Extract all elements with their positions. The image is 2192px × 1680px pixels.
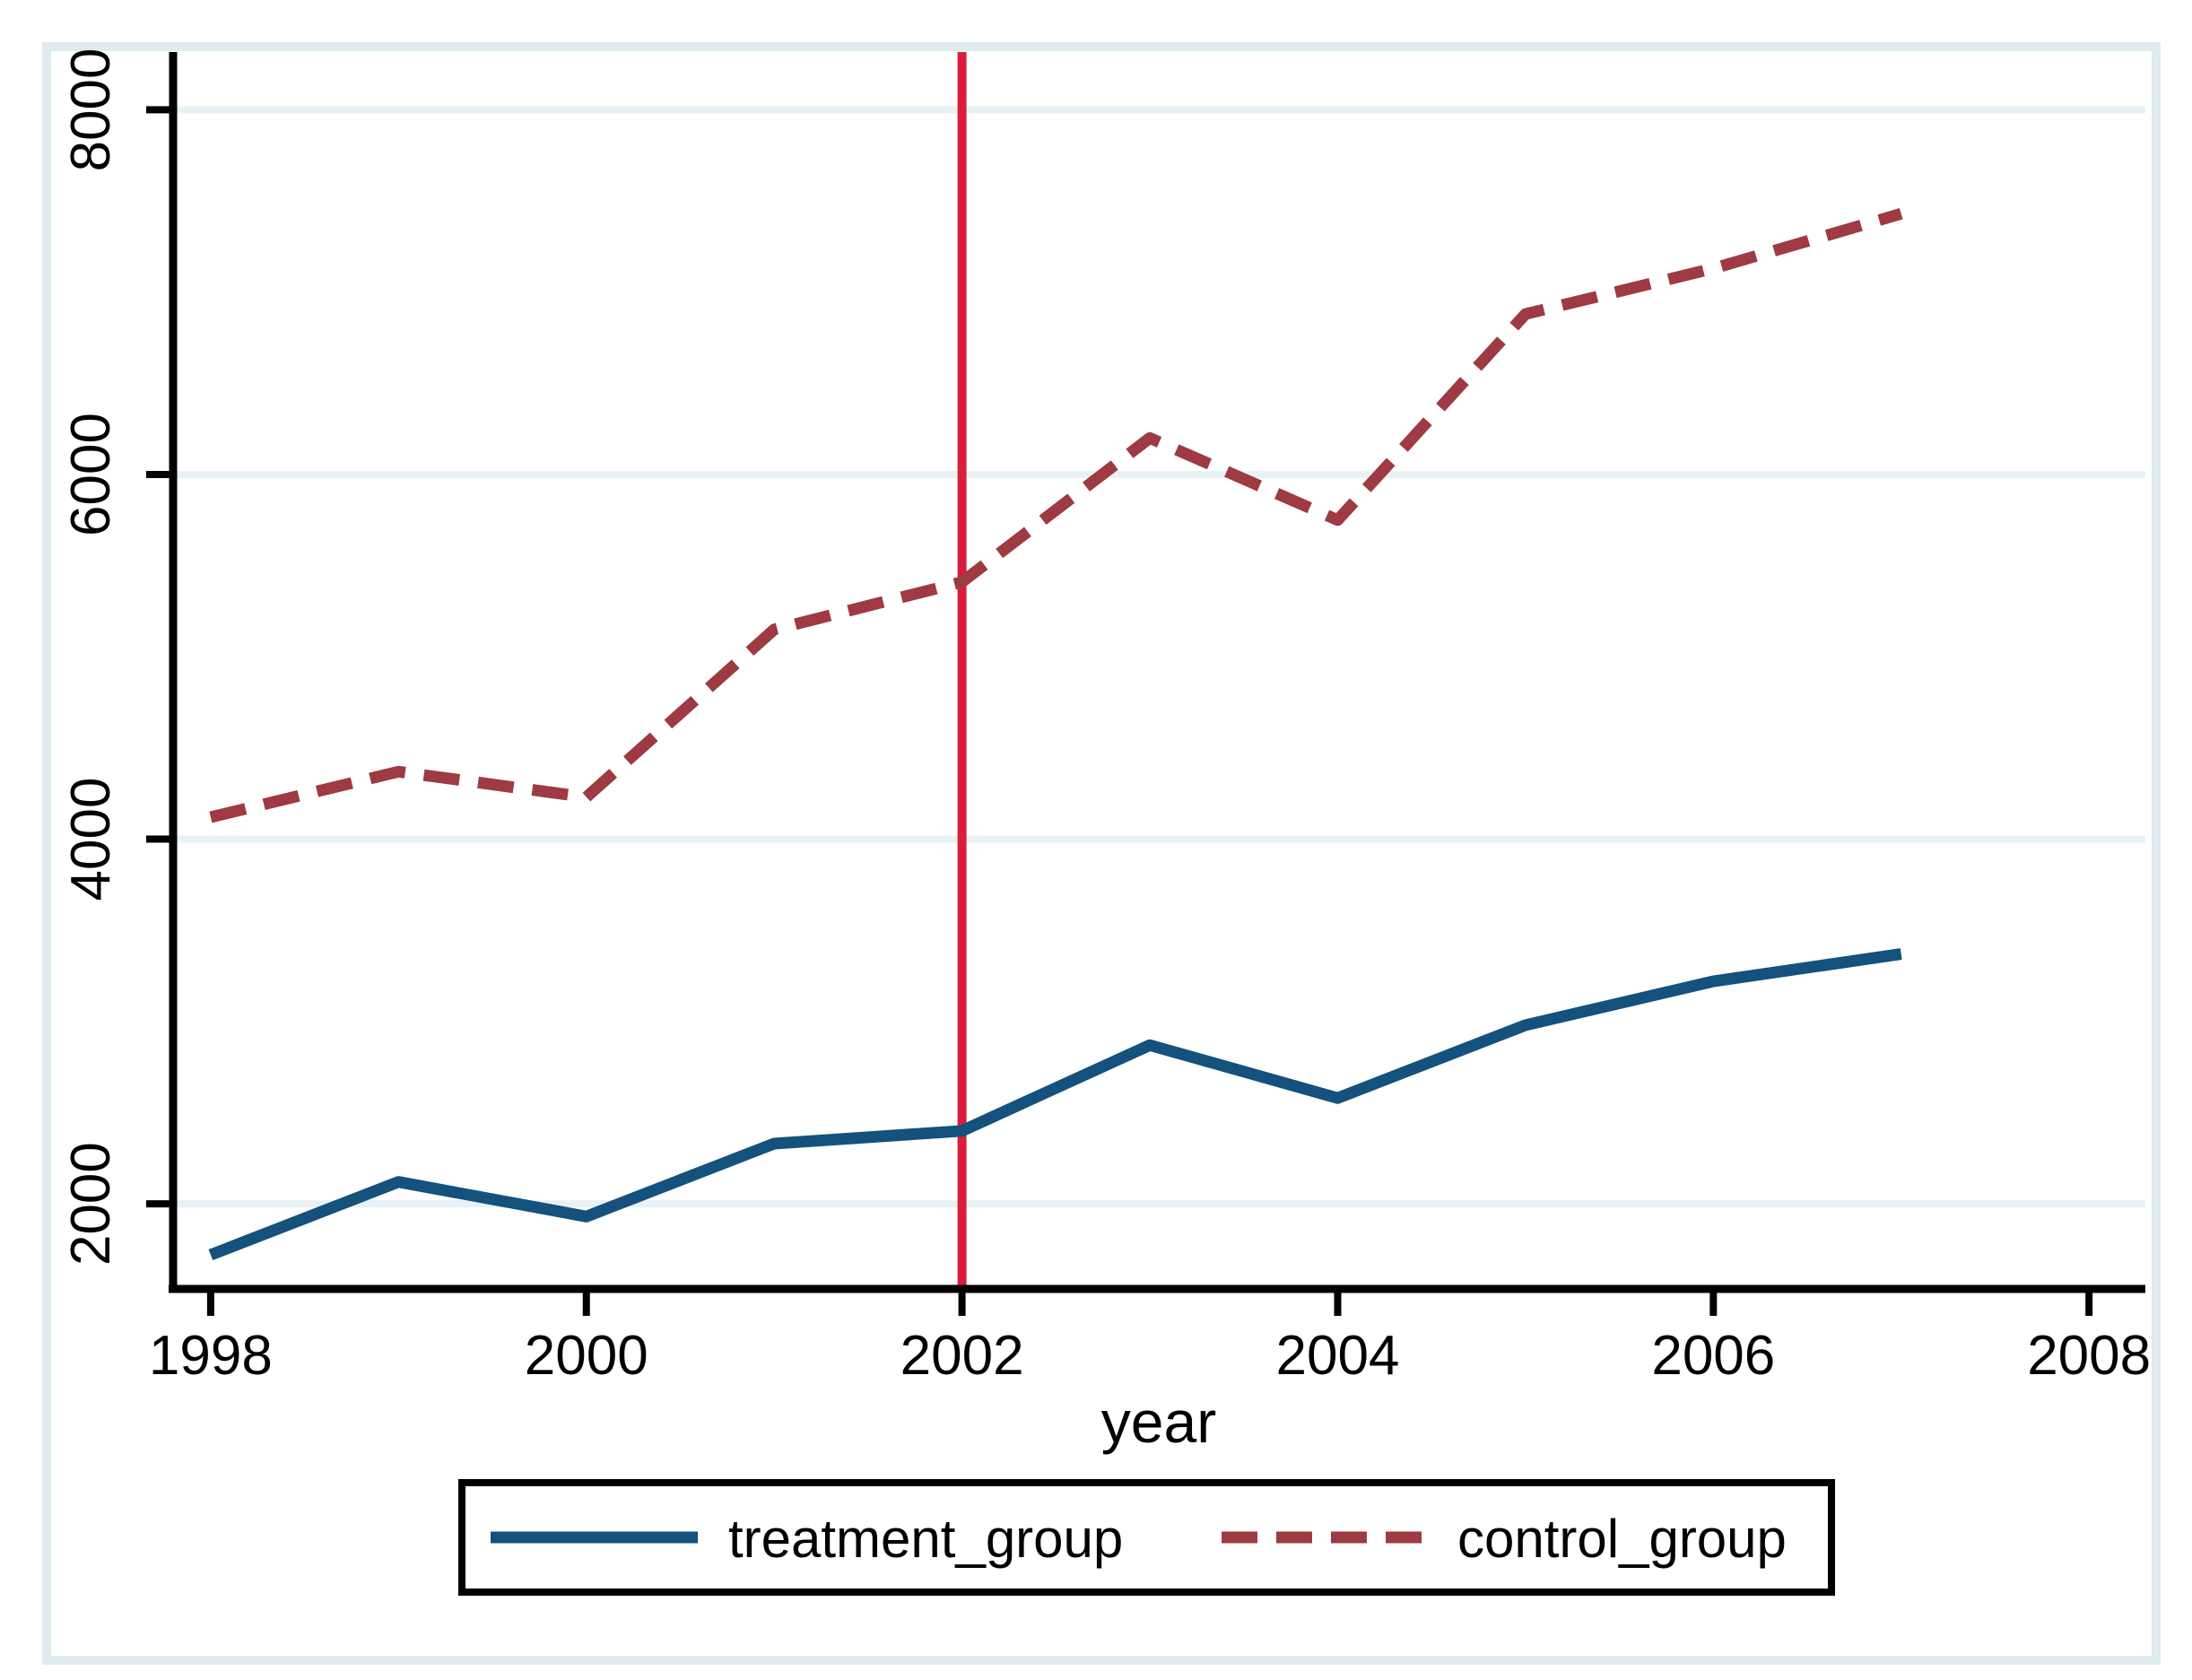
legend-label-treatment-group: treatment_group [728,1509,1123,1569]
x-tick-label-2000: 2000 [525,1325,648,1387]
y-tick-label-6000: 6000 [60,413,122,536]
legend: treatment_group control_group [458,1479,1835,1596]
series-line-control_group [209,208,1903,823]
y-tick-label-2000: 2000 [60,1142,122,1266]
x-tick-label-2004: 2004 [1275,1325,1399,1387]
x-axis-title: year [1101,1388,1216,1455]
series-line-treatment_group [208,948,1902,1261]
tick-labels: 1998 2000 2002 2004 2006 2008 2000 4000 6000 8000 [60,48,2151,1387]
x-tick-label-2008: 2008 [2027,1325,2151,1387]
y-tick-label-4000: 4000 [60,778,122,901]
data-series [208,208,1903,1261]
legend-label-control-group: control_group [1457,1509,1787,1569]
graph-border [42,42,2161,1665]
x-tick-label-2006: 2006 [1651,1325,1775,1387]
x-tick-label-2002: 2002 [900,1325,1024,1387]
x-tick-label-1998: 1998 [149,1325,273,1387]
y-tick-label-8000: 8000 [60,48,122,171]
tick-marks [146,106,2093,1316]
axes [169,52,2145,1293]
